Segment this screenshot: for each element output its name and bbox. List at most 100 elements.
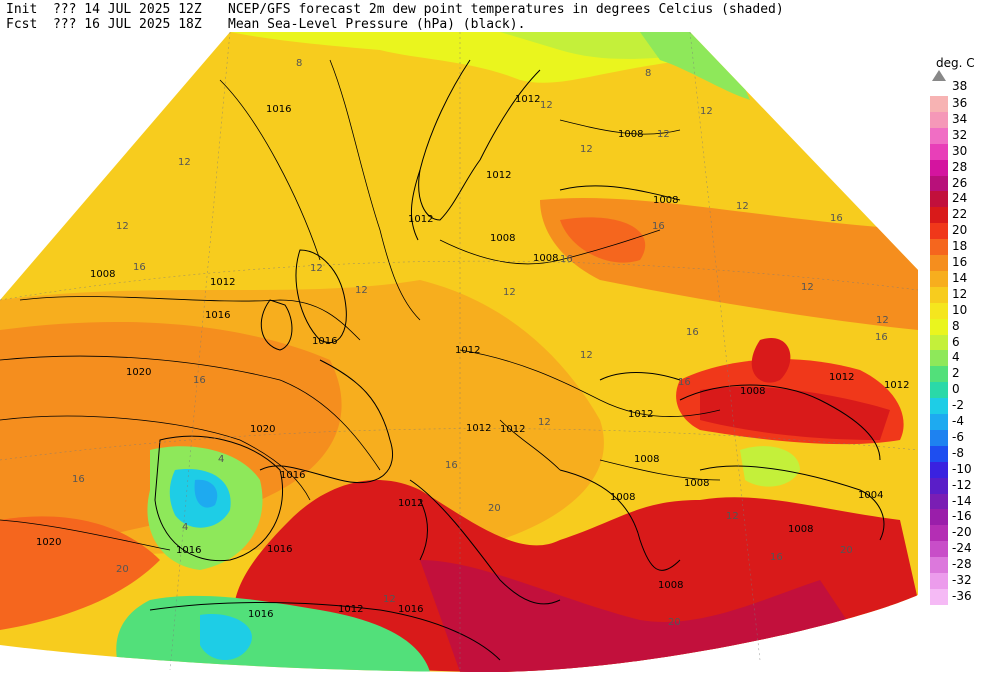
dewpoint-label: 20 <box>840 545 853 556</box>
legend-label: 6 <box>952 334 960 349</box>
legend-label: -4 <box>952 414 964 428</box>
legend-swatch <box>930 525 948 542</box>
dewpoint-label: 12 <box>538 417 551 428</box>
isobar-label: 1012 <box>628 409 653 420</box>
isobar-label: 1012 <box>500 424 525 435</box>
isobar-label: 1012 <box>829 372 854 383</box>
isobar-label: 1008 <box>653 195 678 206</box>
isobar-label: 1008 <box>740 386 765 397</box>
isobar-label: 1008 <box>634 454 659 465</box>
legend-swatch <box>930 414 948 430</box>
isobar-label: 1008 <box>490 233 515 244</box>
dewpoint-label: 16 <box>686 327 699 338</box>
dewpoint-labels: 12 12 16 16 12 12 12 16 16 12 12 16 16 1… <box>72 58 889 628</box>
legend-swatch <box>930 111 948 128</box>
isobar-label: 1016 <box>312 336 337 347</box>
legend-swatch <box>930 398 948 415</box>
legend-swatch <box>930 270 948 287</box>
legend-swatch <box>930 382 948 399</box>
isobar-label: 1008 <box>618 129 643 140</box>
dewpoint-label: 12 <box>116 221 129 232</box>
legend-swatch <box>930 493 948 510</box>
legend-swatch <box>930 445 948 462</box>
legend-swatch <box>930 302 948 319</box>
legend-label: 16 <box>952 255 968 269</box>
legend-label: 26 <box>952 175 968 190</box>
legend-swatch <box>930 255 948 271</box>
legend-label: 8 <box>952 318 960 333</box>
dewpoint-label: 12 <box>736 201 749 212</box>
dewpoint-label: 16 <box>133 262 146 273</box>
isobar-label: 1020 <box>250 424 275 435</box>
dewpoint-label: 16 <box>193 375 206 386</box>
dewpoint-label: 12 <box>580 144 593 155</box>
isobar-label: 1012 <box>408 214 433 225</box>
dewpoint-label: 8 <box>296 58 302 69</box>
dewpoint-label: 12 <box>700 106 713 117</box>
isobar-label: 1004 <box>858 490 883 501</box>
legend-label: 2 <box>952 366 960 381</box>
dewpoint-label: 20 <box>668 617 681 628</box>
legend-label: -10 <box>952 461 972 476</box>
legend-label: -16 <box>952 509 972 524</box>
dewpoint-label: 12 <box>726 511 739 522</box>
legend-label: 36 <box>952 96 968 110</box>
legend-label: -12 <box>952 477 972 492</box>
dewpoint-label: 12 <box>580 350 593 361</box>
dewpoint-label: 16 <box>560 254 573 265</box>
dewpoint-label: 12 <box>540 100 553 111</box>
legend-swatch <box>930 239 948 256</box>
legend-swatch <box>930 191 948 208</box>
legend-label: 0 <box>952 382 960 397</box>
legend-swatch <box>930 461 948 478</box>
dewpoint-label: 20 <box>488 503 501 514</box>
isobar-label: 1016 <box>205 310 230 321</box>
isobar-label: 1020 <box>36 537 61 548</box>
isobar-label: 1012 <box>466 423 491 434</box>
legend-swatch <box>930 96 948 112</box>
legend-label: 34 <box>952 111 968 126</box>
legend-swatch <box>930 350 948 367</box>
legend-label: -8 <box>952 445 964 460</box>
dewpoint-label: 16 <box>652 221 665 232</box>
legend-label: -6 <box>952 429 964 444</box>
legend-swatch <box>930 207 948 224</box>
init-value: ??? 14 JUL 2025 12Z <box>52 2 202 17</box>
fcst-value: ??? 16 JUL 2025 18Z <box>52 17 202 32</box>
legend-label: -28 <box>952 557 972 572</box>
legend-label: -36 <box>952 588 972 603</box>
legend-unit: deg. C <box>936 56 975 70</box>
legend-label: -14 <box>952 493 972 508</box>
isobar-label: 1008 <box>610 492 635 503</box>
legend-swatch <box>930 223 948 240</box>
legend-label: 24 <box>952 191 968 206</box>
isobar-label: 1012 <box>486 170 511 181</box>
dewpoint-label: 8 <box>645 68 651 79</box>
isobar-label: 1012 <box>338 604 363 615</box>
legend-swatch <box>930 286 948 303</box>
dewpoint-label: 16 <box>770 552 783 563</box>
dewpoint-label: 16 <box>678 377 691 388</box>
fcst-label: Fcst <box>6 17 38 32</box>
isobar-label: 1016 <box>266 104 291 115</box>
map-title: NCEP/GFS forecast 2m dew point temperatu… <box>228 2 784 17</box>
legend-arrow-label: 38 <box>952 79 968 93</box>
dewpoint-label: 12 <box>178 157 191 168</box>
legend-swatch <box>930 588 948 605</box>
isobar-label: 1008 <box>90 269 115 280</box>
graticule <box>0 31 919 672</box>
isobar-label: 1016 <box>267 544 292 555</box>
isobar-label: 1012 <box>455 345 480 356</box>
isobar-label: 1008 <box>684 478 709 489</box>
isobars <box>0 59 721 551</box>
isobar-label: 1012 <box>515 94 540 105</box>
dewpoint-label: 4 <box>182 522 188 533</box>
isobar-label: 1020 <box>126 367 151 378</box>
dewpoint-label: 16 <box>830 213 843 224</box>
dewpoint-label: 16 <box>72 474 85 485</box>
legend-swatch <box>930 143 948 160</box>
isobar-label: 1016 <box>398 604 423 615</box>
legend-label: 14 <box>952 270 968 285</box>
legend-label: 20 <box>952 223 968 238</box>
